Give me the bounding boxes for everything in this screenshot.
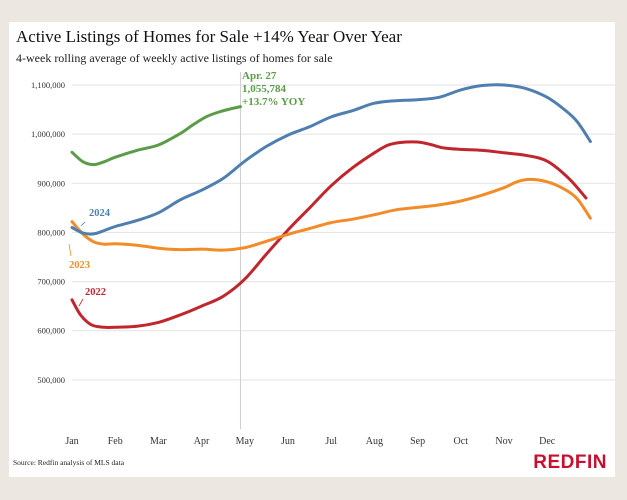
y-tick-label: 1,100,000 [31, 80, 65, 90]
chart-title: Active Listings of Homes for Sale +14% Y… [16, 27, 402, 46]
x-tick-label: May [236, 436, 254, 447]
gridlines [72, 84, 615, 381]
x-tick-label: Aug [366, 436, 383, 447]
y-tick-label: 500,000 [37, 375, 65, 385]
series-label-2023-leader [68, 243, 72, 257]
x-tick-label: Nov [495, 436, 512, 447]
redfin-logo: REDFIN [533, 452, 607, 473]
chart-card: Active Listings of Homes for Sale +14% Y… [9, 22, 615, 477]
chart-subtitle: 4-week rolling average of weekly active … [16, 51, 333, 65]
x-axis-ticks: Jan Feb Mar Apr May Jun Jul Aug Sep Oct Nov Dec [65, 436, 555, 447]
x-tick-label: Feb [108, 436, 123, 447]
y-tick-label: 800,000 [37, 227, 65, 237]
series-label-2024: 2024 [89, 208, 111, 219]
annotation-yoy: +13.7% YOY [242, 96, 305, 108]
x-tick-label: Oct [454, 436, 469, 447]
x-tick-label: Mar [150, 436, 167, 447]
series-line-3 [70, 83, 592, 236]
x-tick-label: Jun [281, 436, 295, 447]
annotation-value: 1,055,784 [242, 83, 287, 95]
x-tick-label: Jul [325, 436, 337, 447]
annotation-date: Apr. 27 [242, 70, 277, 82]
x-tick-label: Apr [194, 436, 210, 447]
y-tick-label: 600,000 [37, 326, 65, 336]
x-tick-label: Jan [65, 436, 78, 447]
source-note: Source: Redfin analysis of MLS data [13, 458, 125, 467]
x-tick-label: Dec [539, 436, 556, 447]
series-line-1 [70, 140, 588, 330]
series-label-2023: 2023 [69, 260, 90, 271]
series-label-2022: 2022 [85, 287, 106, 298]
x-tick-label: Sep [410, 436, 425, 447]
y-tick-label: 1,000,000 [31, 129, 65, 139]
series-line-2 [70, 177, 592, 252]
series-label-2022-leader [78, 298, 84, 307]
line-chart: 500,000 600,000 700,000 800,000 900,000 1,000… [31, 70, 615, 447]
y-axis-ticks: 500,000 600,000 700,000 800,000 900,000 1,000… [31, 80, 65, 385]
series-label-2024-leader [80, 221, 86, 227]
y-tick-label: 900,000 [37, 178, 65, 188]
y-tick-label: 700,000 [37, 277, 65, 287]
series-line-4 [70, 105, 242, 167]
series-lines [70, 83, 592, 330]
